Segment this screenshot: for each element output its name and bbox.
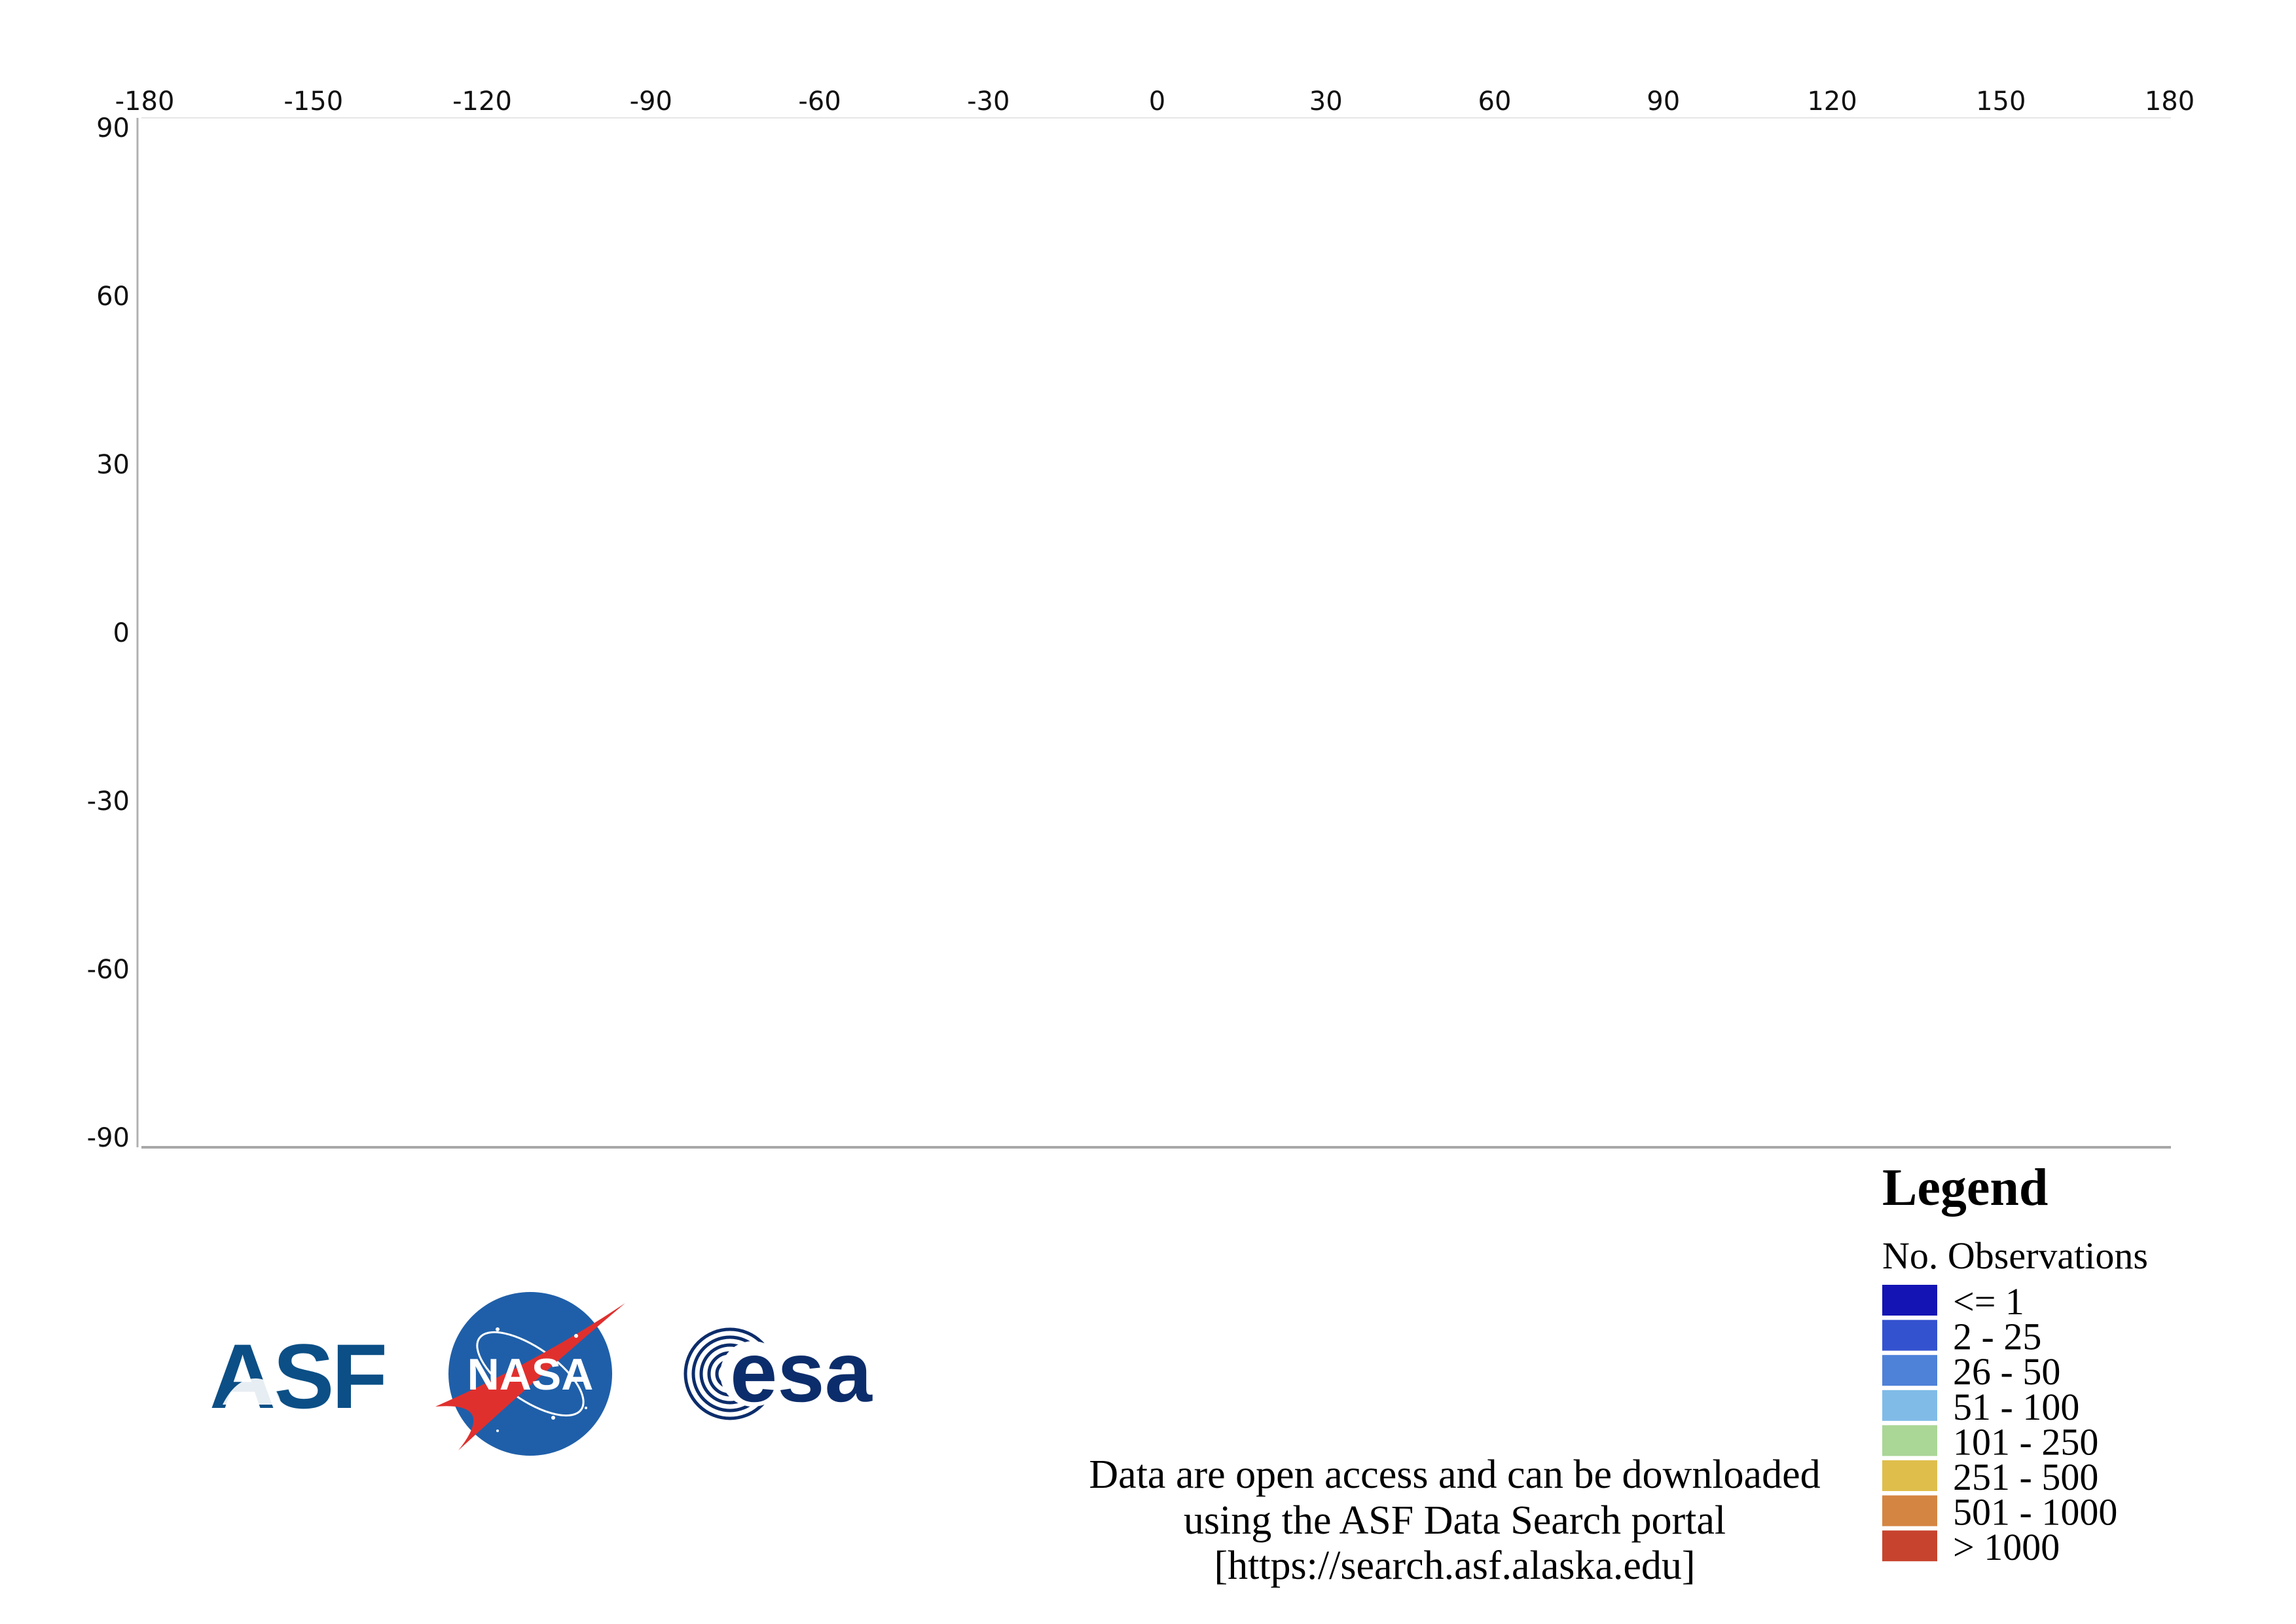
lon-tick-label: 90 [1647,86,1680,117]
footer-note: Data are open access and can be download… [1089,1452,1820,1588]
legend-swatch [1882,1460,1937,1491]
legend-item-label: 26 - 50 [1953,1350,2060,1393]
footer-line-1: Data are open access and can be download… [1089,1452,1820,1497]
lon-tick-label: -90 [630,86,672,117]
legend-subtitle: No. Observations [1882,1234,2148,1277]
longitude-tick-labels: -180 -150 -120 -90 -60 -30 0 30 60 90 120 150 180 [115,86,2195,117]
map-frame [136,117,2171,1149]
lon-tick-label: 150 [1976,86,2026,117]
legend-swatch [1882,1495,1937,1526]
lon-tick-label: -30 [967,86,1010,117]
nasa-logo-chevron [435,1303,625,1450]
legend-item-label: 251 - 500 [1953,1456,2098,1498]
lat-tick-label: 0 [113,618,130,648]
lon-tick-label: 120 [1807,86,1857,117]
legend-swatch [1882,1530,1937,1562]
lon-tick-label: 60 [1478,86,1512,117]
legend-item-label: <= 1 [1953,1280,2024,1323]
asf-logo-text: ASF [210,1325,385,1428]
lon-tick-label: -120 [452,86,512,117]
lon-tick-label: 180 [2145,86,2195,117]
esa-logo-text: esa [730,1324,873,1420]
latitude-tick-labels: 90 60 30 0 -30 -60 -90 [87,113,130,1153]
legend-item-label: 101 - 250 [1953,1420,2098,1463]
legend-item-label: > 1000 [1953,1526,2060,1568]
nasa-logo: NASA [435,1292,625,1456]
lat-tick-label: 90 [96,113,130,143]
legend-swatch [1882,1285,1937,1316]
lon-tick-label: 30 [1309,86,1343,117]
lon-tick-label: -150 [283,86,343,117]
legend-title: Legend [1882,1159,2048,1217]
legend-swatch [1882,1425,1937,1456]
esa-logo-rings [683,1327,786,1420]
legend-item-label: 51 - 100 [1953,1386,2079,1428]
lat-tick-label: 60 [96,282,130,312]
legend-swatch [1882,1390,1937,1421]
legend-swatch [1882,1320,1937,1351]
lat-tick-label: -90 [87,1123,130,1153]
footer-line-2: using the ASF Data Search portal [1184,1498,1726,1543]
footer-line-3: [https://search.asf.alaska.edu] [1214,1543,1695,1588]
legend-item-label: 501 - 1000 [1953,1491,2117,1534]
lon-tick-label: 0 [1149,86,1165,117]
lon-tick-label: -60 [798,86,841,117]
lon-tick-label: -180 [115,86,175,117]
nasa-logo-text: NASA [467,1350,594,1399]
lat-tick-label: -30 [87,786,130,817]
asf-logo: ASF [210,1325,388,1428]
lat-tick-label: 30 [96,450,130,480]
legend-item-label: 2 - 25 [1953,1316,2041,1358]
esa-logo: esa [683,1324,873,1420]
lat-tick-label: -60 [87,955,130,985]
legend-swatch [1882,1355,1937,1386]
